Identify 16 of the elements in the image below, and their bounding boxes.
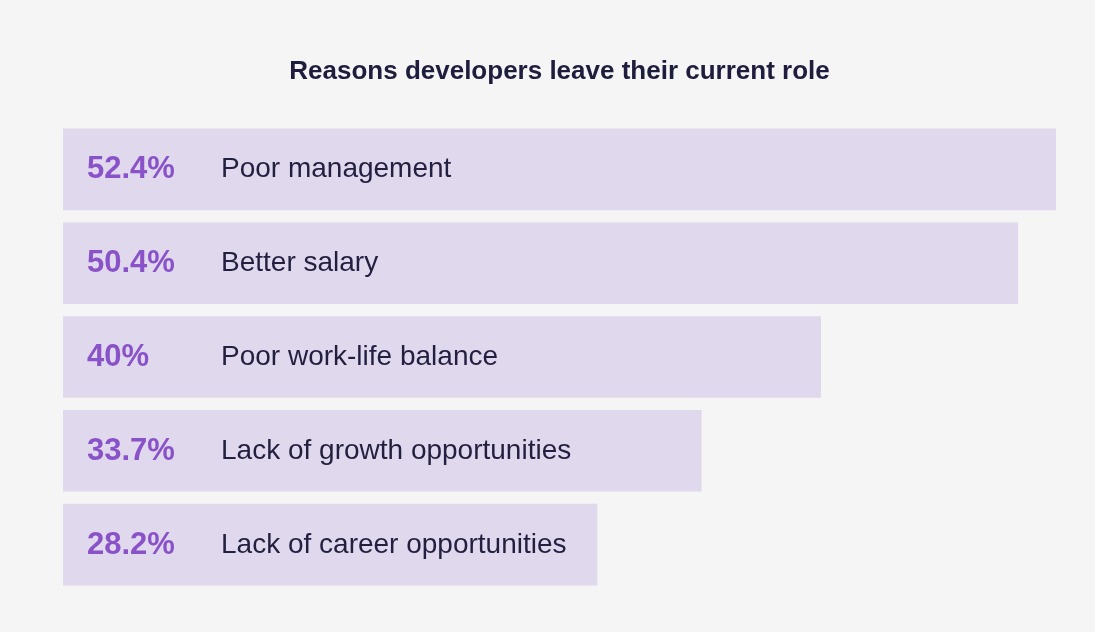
data-label: 33.7% bbox=[87, 431, 175, 467]
bar bbox=[63, 128, 1056, 211]
y-tick-label: Poor work-life balance bbox=[221, 340, 499, 371]
y-tick-label: Lack of career opportunities bbox=[221, 527, 567, 559]
bar bbox=[63, 410, 702, 492]
chart-title: Reasons developers leave their current role bbox=[289, 55, 830, 85]
y-tick-label: Lack of growth opportunities bbox=[221, 433, 572, 465]
y-tick-label: Poor management bbox=[221, 152, 452, 184]
bar bbox=[63, 316, 822, 398]
data-label: 28.2% bbox=[87, 525, 175, 561]
data-label: 40% bbox=[87, 338, 150, 373]
y-tick-label: Better salary bbox=[221, 246, 379, 278]
data-label: 52.4% bbox=[87, 150, 175, 186]
data-label: 50.4% bbox=[87, 244, 175, 280]
bar bbox=[63, 222, 1019, 304]
bar bbox=[63, 503, 598, 586]
